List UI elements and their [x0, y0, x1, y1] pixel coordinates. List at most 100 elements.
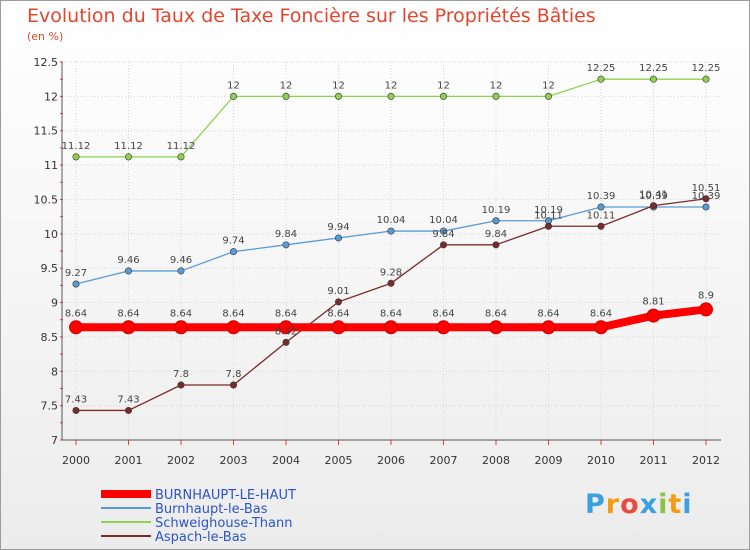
legend-label-3: Aspach-le-Bas	[155, 530, 247, 545]
x-tick-label: 2003	[220, 454, 248, 467]
data-label: 12	[490, 80, 503, 91]
data-label: 9.84	[275, 229, 297, 240]
y-tick-label: 9	[51, 297, 58, 310]
data-label: 9.46	[117, 255, 139, 266]
data-point	[334, 234, 342, 242]
data-point	[387, 279, 395, 287]
data-label: 12	[437, 80, 450, 91]
data-label: 12.25	[692, 63, 721, 74]
data-point	[699, 302, 713, 317]
data-label: 12	[385, 80, 398, 91]
data-label: 10.19	[534, 205, 563, 216]
grid-layer	[62, 61, 721, 441]
x-tick-label: 2007	[430, 454, 458, 467]
data-label: 8.64	[275, 308, 297, 319]
data-point	[125, 267, 133, 275]
data-label: 11.12	[114, 141, 143, 152]
data-label: 8.64	[117, 308, 139, 319]
data-label: 9.27	[65, 268, 87, 279]
data-label: 8.64	[590, 308, 612, 319]
data-point	[436, 320, 451, 335]
data-point	[334, 298, 342, 306]
data-label: 7.43	[65, 394, 87, 405]
data-point	[646, 308, 661, 323]
data-label: 10.39	[639, 191, 668, 202]
data-point	[230, 248, 238, 256]
y-tick-label: 7	[51, 434, 58, 447]
x-tick-label: 2004	[272, 454, 300, 467]
data-point	[334, 92, 342, 100]
legend-label-0: BURNHAUPT-LE-HAUT	[155, 488, 296, 503]
data-label: 9.74	[222, 236, 244, 247]
data-label: 12.25	[587, 63, 616, 74]
x-tick-label: 2002	[167, 454, 195, 467]
data-label: 11.12	[62, 141, 91, 152]
data-point	[69, 320, 83, 335]
data-label: 8.81	[642, 297, 664, 308]
data-point	[174, 320, 188, 335]
data-label: 8.64	[327, 308, 349, 319]
chart-title: Evolution du Taux de Taxe Foncière sur l…	[27, 5, 596, 27]
data-point	[702, 75, 710, 83]
legend: BURNHAUPT-LE-HAUTBurnhaupt-le-BasSchweig…	[101, 488, 296, 545]
data-point	[649, 202, 657, 210]
data-point	[121, 320, 136, 335]
data-label: 10.04	[377, 215, 406, 226]
y-tick-label: 11	[44, 159, 58, 172]
data-label: 8.64	[222, 308, 244, 319]
data-label: 12	[332, 80, 345, 91]
data-point	[492, 92, 500, 100]
y-tick-label: 8.5	[41, 331, 59, 344]
data-point	[279, 320, 293, 335]
data-label: 10.11	[534, 210, 563, 221]
data-label: 7.8	[226, 369, 242, 380]
data-point	[544, 92, 552, 100]
data-point	[702, 203, 710, 211]
data-label: 10.04	[429, 215, 458, 226]
x-tick-label: 2011	[640, 454, 668, 467]
data-point	[125, 406, 133, 414]
data-label: 9.94	[327, 222, 349, 233]
data-label: 7.8	[173, 369, 189, 380]
x-tick-label: 2006	[377, 454, 405, 467]
y-tick-label: 12.5	[34, 56, 59, 69]
data-label: 7.43	[117, 394, 139, 405]
data-label: 12.25	[639, 63, 668, 74]
data-label: 10.41	[639, 190, 668, 201]
logo-letter: o	[620, 489, 640, 520]
logo-letter: P	[585, 489, 606, 520]
data-label: 8.64	[380, 308, 402, 319]
data-label: 9.84	[432, 229, 454, 240]
data-point	[282, 241, 290, 249]
data-label: 10.19	[482, 205, 511, 216]
axis-layer: 7 7.5 8 8.5 9 9.5 10 10.5 11 11.5 12 12.5 2000 2001 20…	[34, 56, 721, 467]
logo-letter: r	[605, 489, 621, 520]
data-point	[177, 153, 185, 161]
data-point	[492, 241, 500, 249]
logo-letter: i	[682, 489, 693, 520]
data-label: 12	[227, 80, 240, 91]
data-label: 12	[542, 80, 555, 91]
logo-letter: x	[639, 489, 659, 520]
data-point	[544, 222, 552, 230]
series-layer	[69, 75, 713, 414]
logo-letter: i	[658, 489, 669, 520]
x-tick-label: 2010	[587, 454, 615, 467]
chart-unit-label: (en %)	[27, 30, 64, 43]
y-tick-label: 10	[44, 228, 58, 241]
data-label: 8.64	[432, 308, 454, 319]
data-label-layer: 11.12 11.12 11.12 12 12 12 12 12 12 12 12.25 12.25 1…	[62, 63, 721, 405]
y-tick-label: 12	[44, 90, 58, 103]
data-point	[72, 153, 80, 161]
x-tick-label: 2000	[62, 454, 90, 467]
data-label: 10.39	[587, 191, 616, 202]
data-point	[702, 195, 710, 203]
data-point	[384, 320, 398, 335]
legend-label-1: Burnhaupt-le-Bas	[155, 502, 268, 517]
y-tick-label: 8	[51, 365, 58, 378]
data-point	[439, 92, 447, 100]
data-label: 9.28	[380, 267, 402, 278]
data-label: 8.64	[65, 308, 87, 319]
